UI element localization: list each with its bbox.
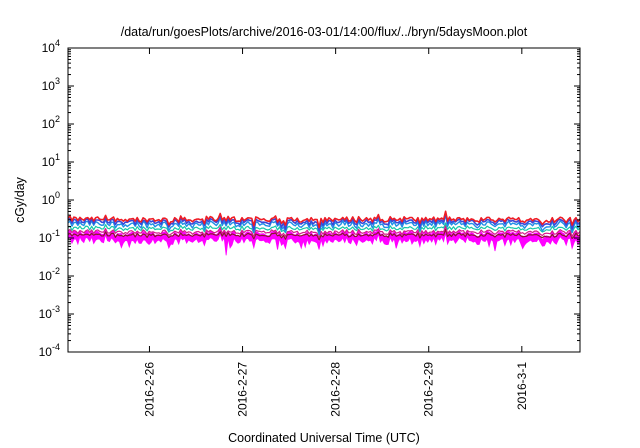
series-line [67, 213, 581, 236]
y-axis-label: cGy/day [13, 176, 27, 223]
y-axis: 10-4 10-3 10-2 10-1 100 101 102 103 104 [39, 38, 580, 359]
y-tick-label: 10-4 [39, 342, 60, 359]
series-line [67, 225, 581, 239]
x-tick-label: 2016-2-26 [142, 362, 156, 417]
plot-frame [67, 47, 581, 353]
series-line [67, 228, 581, 241]
x-tick-label: 2016-2-29 [422, 362, 436, 417]
plot-area [67, 210, 581, 256]
series-line [67, 210, 581, 229]
series-line [67, 212, 581, 232]
x-axis: 2016-2-26 2016-2-27 2016-2-28 2016-2-29 2016… [142, 48, 529, 417]
y-tick-label: 10-3 [39, 304, 60, 321]
chart-title: /data/run/goesPlots/archive/2016-03-01/1… [121, 25, 528, 39]
x-tick-label: 2016-2-28 [329, 362, 343, 417]
series-line [67, 222, 581, 235]
y-tick-label: 10-2 [39, 266, 60, 283]
x-tick-label: 2016-3-1 [515, 362, 529, 410]
y-tick-label: 10-1 [39, 228, 60, 245]
y-tick-label: 103 [42, 76, 60, 93]
y-tick-label: 104 [42, 38, 60, 55]
y-tick-label: 102 [42, 114, 60, 131]
y-tick-label: 100 [42, 190, 60, 207]
y-tick-label: 101 [42, 152, 60, 169]
x-axis-label: Coordinated Universal Time (UTC) [228, 431, 420, 445]
x-tick-label: 2016-2-27 [236, 362, 250, 417]
